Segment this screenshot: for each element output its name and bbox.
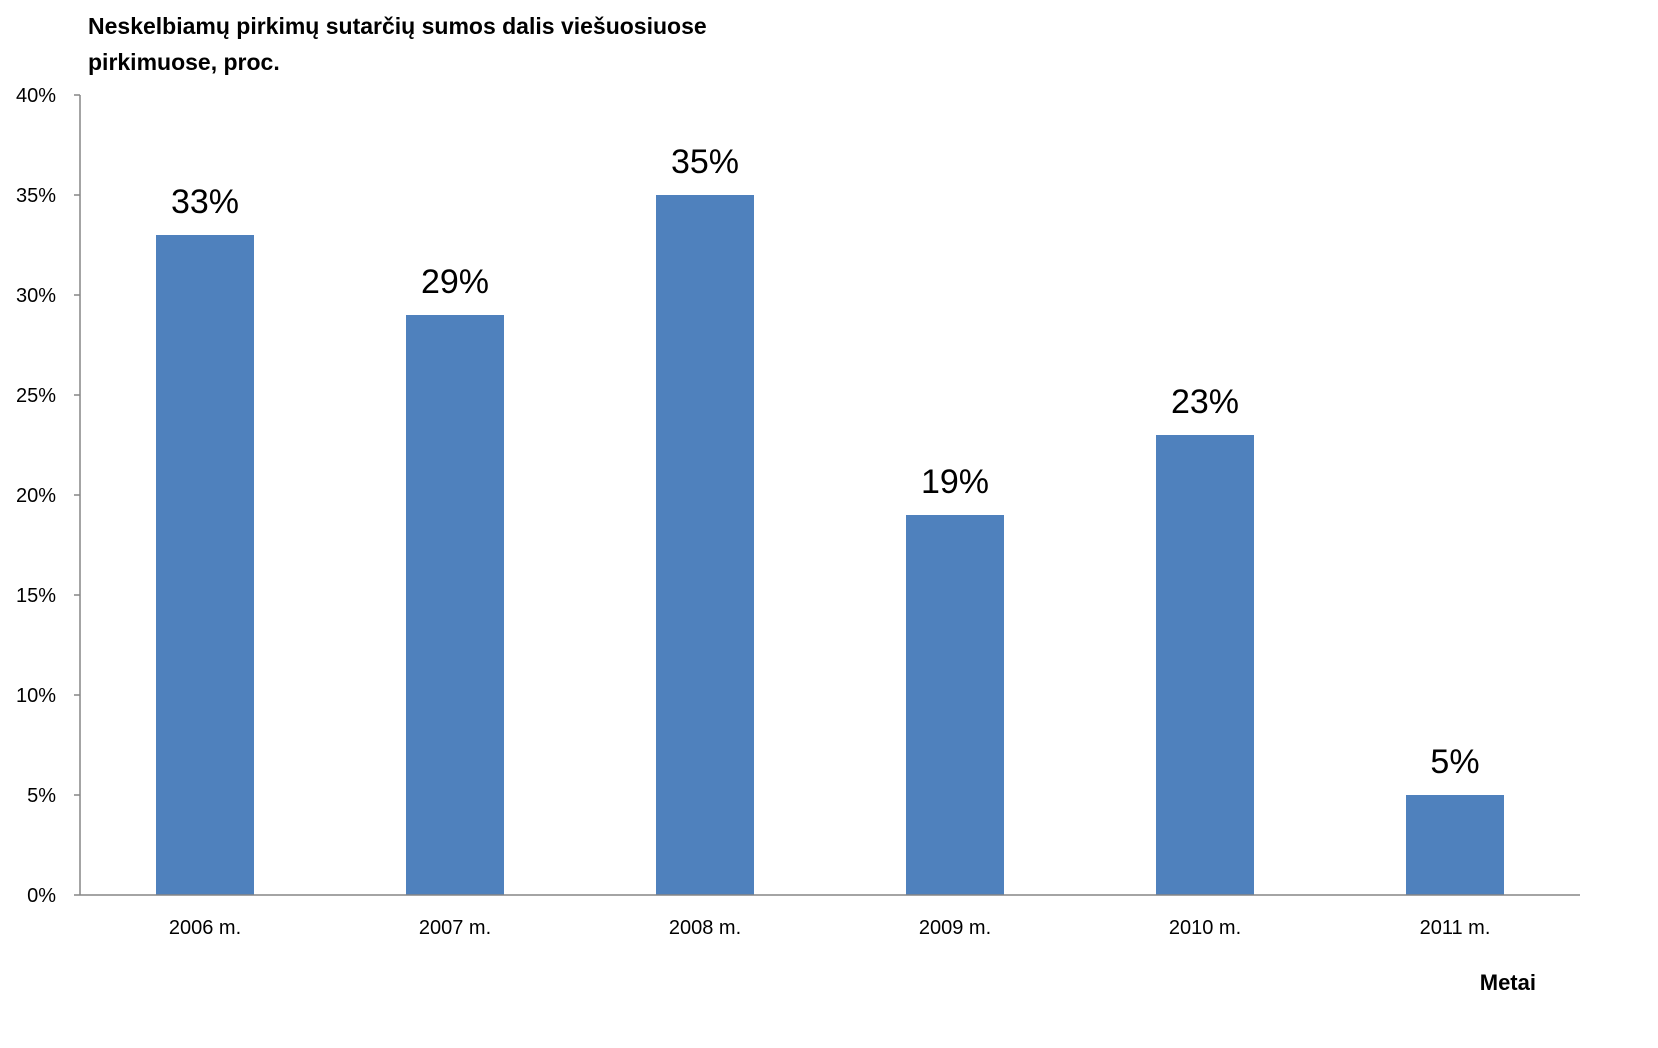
y-tick-label: 30% [16,285,56,307]
x-tick-label: 2010 m. [1169,917,1241,939]
data-label: 33% [171,183,239,221]
bar-2009-m [906,515,1004,895]
data-label: 29% [421,263,489,301]
chart-title: Neskelbiamų pirkimų sutarčių sumos dalis… [88,13,707,75]
data-labels-group: 33% 29% 35% 19% 23% 5% [171,143,1480,781]
x-axis-ticks: 2006 m. 2007 m. 2008 m. 2009 m. 2010 m. 2011 … [169,917,1491,939]
data-label: 19% [921,463,989,501]
bar-2010-m [1156,435,1254,895]
y-tick-label: 40% [16,85,56,107]
x-axis-title: Metai [1480,970,1536,995]
y-tick-label: 10% [16,685,56,707]
x-tick-label: 2011 m. [1420,917,1491,939]
bar-2007-m [406,315,504,895]
y-tick-label: 15% [16,585,56,607]
y-tick-label: 35% [16,185,56,207]
y-tick-label: 25% [16,385,56,407]
y-axis-ticks: 0% 5% 10% 15% 20% 25% 30% 35% 40% [16,85,80,907]
x-tick-label: 2008 m. [669,917,741,939]
bars-group [156,195,1504,895]
data-label: 23% [1171,383,1239,421]
data-label: 35% [671,143,739,181]
bar-2011-m [1406,795,1504,895]
x-tick-label: 2007 m. [419,917,491,939]
x-tick-label: 2006 m. [169,917,241,939]
y-tick-label: 20% [16,485,56,507]
x-tick-label: 2009 m. [919,917,991,939]
y-tick-label: 0% [27,885,56,907]
data-label: 5% [1430,743,1479,781]
bar-2008-m [656,195,754,895]
y-tick-label: 5% [27,785,56,807]
bar-2006-m [156,235,254,895]
